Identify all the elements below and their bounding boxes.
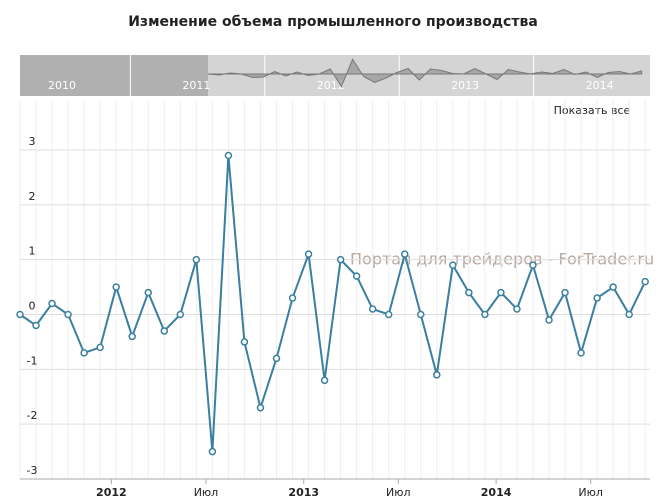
point [368, 305, 377, 313]
x-tick-label: 2013 [288, 486, 319, 499]
point [336, 255, 345, 264]
navigator-label: 2010 [48, 79, 76, 92]
x-tick-label: 2014 [481, 486, 512, 499]
point [400, 250, 409, 258]
y-tick-label: 3 [29, 135, 36, 148]
y-tick-label: 0 [29, 300, 36, 313]
y-tick-label: 2 [29, 190, 36, 203]
point [593, 294, 601, 302]
point [48, 299, 56, 308]
point [545, 316, 553, 324]
point [641, 277, 649, 286]
point [577, 349, 585, 357]
show-all-button[interactable] [548, 101, 640, 121]
point [32, 321, 40, 330]
point [417, 310, 425, 319]
point [224, 151, 233, 160]
point [128, 332, 136, 341]
y-tick-label: -3 [27, 464, 38, 477]
point [320, 376, 329, 385]
point [513, 305, 521, 313]
navigator[interactable]: 2010 2011 2012 2013 2014 [20, 55, 650, 96]
point [352, 272, 361, 280]
point [64, 310, 72, 319]
navigator-label: 2011 [182, 79, 210, 92]
point [208, 447, 217, 456]
show-all-label[interactable]: Показать все [554, 104, 631, 117]
point [256, 403, 265, 412]
point [272, 354, 281, 363]
point [192, 255, 201, 264]
point [561, 288, 569, 297]
point [96, 343, 104, 352]
x-tick-label: Июл [578, 486, 603, 499]
point [449, 261, 457, 269]
y-tick-label: -1 [27, 354, 38, 367]
navigator-area [207, 58, 643, 88]
watermark: Портал для трейдеров - ForTrader.ru [350, 250, 654, 269]
point [625, 310, 633, 319]
y-tick-label: -2 [27, 409, 38, 422]
navigator-label: 2014 [586, 79, 614, 92]
navigator-label: 2012 [317, 79, 345, 92]
point [160, 327, 169, 335]
navigator-mask [20, 55, 208, 96]
point [529, 261, 537, 269]
navigator-label: 2013 [451, 79, 479, 92]
x-tick-label: 2012 [96, 486, 127, 499]
point [609, 283, 617, 291]
x-tick-label: Июл [194, 486, 219, 499]
chart-title: Изменение объема промышленного производс… [128, 14, 538, 30]
point [304, 250, 313, 258]
point [112, 283, 120, 291]
point [144, 288, 152, 297]
point [433, 371, 441, 379]
point [288, 294, 297, 302]
point [240, 338, 249, 346]
y-tick-label: 1 [29, 245, 36, 258]
point [16, 310, 24, 319]
x-tick-label: Июл [386, 486, 411, 499]
point [384, 310, 393, 319]
point [481, 310, 489, 319]
point [465, 288, 473, 297]
point [80, 349, 88, 357]
point [176, 310, 185, 319]
line [19, 155, 647, 452]
point [497, 288, 505, 297]
